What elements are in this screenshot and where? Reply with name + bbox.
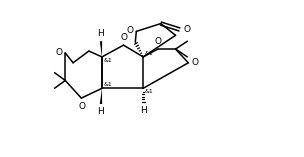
Polygon shape (100, 41, 102, 57)
Text: O: O (127, 26, 134, 35)
Text: O: O (183, 25, 190, 34)
Text: &1: &1 (103, 58, 112, 63)
Text: H: H (98, 29, 104, 38)
Text: &1: &1 (144, 51, 153, 56)
Text: H: H (140, 106, 147, 115)
Text: H: H (98, 107, 104, 116)
Text: O: O (56, 48, 63, 57)
Text: O: O (154, 37, 161, 46)
Text: O: O (79, 102, 86, 111)
Text: O: O (192, 58, 199, 67)
Polygon shape (100, 88, 102, 104)
Text: &1: &1 (144, 89, 153, 94)
Text: &1: &1 (103, 82, 112, 87)
Text: O: O (120, 33, 127, 42)
